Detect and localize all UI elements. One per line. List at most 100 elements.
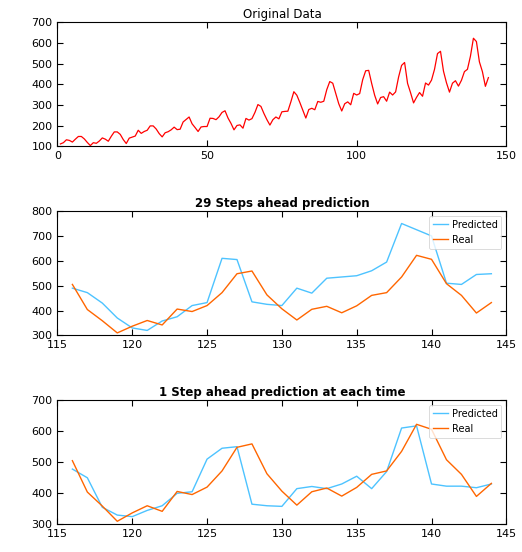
Real (473, 310, 480, 316)
Predicted (279, 302, 285, 309)
Real (84, 489, 90, 495)
Predicted (413, 226, 420, 233)
Predicted (264, 502, 270, 509)
Predicted (443, 280, 449, 286)
Predicted (384, 468, 390, 475)
Predicted (398, 220, 405, 227)
Predicted (174, 314, 180, 320)
Real (234, 444, 240, 450)
Real (384, 289, 390, 296)
Real (384, 468, 390, 474)
Real (69, 281, 76, 288)
Predicted (264, 301, 270, 307)
Real (159, 322, 165, 328)
Real (129, 509, 135, 516)
Predicted (69, 285, 76, 291)
Real (204, 302, 210, 309)
Real (204, 484, 210, 490)
Line: Predicted: Predicted (73, 426, 491, 517)
Predicted (219, 445, 225, 452)
Real (413, 252, 420, 259)
Predicted (114, 512, 121, 518)
Real (279, 305, 285, 312)
Real (339, 493, 345, 500)
Real (144, 502, 150, 509)
Predicted (488, 270, 494, 277)
Predicted (339, 481, 345, 487)
Predicted (369, 485, 375, 492)
Real (144, 317, 150, 324)
Predicted (249, 501, 255, 507)
Real (413, 421, 420, 428)
Legend: Predicted, Real: Predicted, Real (430, 405, 502, 438)
Predicted (99, 300, 105, 306)
Predicted (144, 507, 150, 514)
Real (219, 289, 225, 296)
Title: 1 Step ahead prediction at each time: 1 Step ahead prediction at each time (159, 386, 405, 399)
Real (353, 484, 360, 491)
Predicted (159, 317, 165, 324)
Predicted (204, 456, 210, 463)
Real (174, 306, 180, 312)
Predicted (129, 325, 135, 331)
Predicted (353, 273, 360, 279)
Real (443, 280, 449, 287)
Predicted (84, 289, 90, 296)
Line: Real: Real (73, 256, 491, 333)
Real (429, 426, 435, 433)
Real (429, 256, 435, 263)
Title: 29 Steps ahead prediction: 29 Steps ahead prediction (195, 197, 369, 210)
Predicted (129, 513, 135, 520)
Real (264, 470, 270, 477)
Real (339, 310, 345, 316)
Real (309, 489, 315, 495)
Predicted (219, 255, 225, 262)
Real (129, 323, 135, 330)
Line: Predicted: Predicted (73, 224, 491, 331)
Real (369, 471, 375, 477)
Real (99, 503, 105, 509)
Predicted (324, 275, 330, 282)
Predicted (429, 232, 435, 239)
Predicted (69, 466, 76, 473)
Real (294, 502, 300, 508)
Predicted (458, 281, 465, 288)
Real (398, 448, 405, 455)
Predicted (234, 256, 240, 263)
Real (159, 508, 165, 514)
Predicted (309, 290, 315, 296)
Predicted (429, 481, 435, 487)
Predicted (249, 299, 255, 305)
Real (234, 270, 240, 277)
Real (264, 291, 270, 298)
Predicted (473, 271, 480, 278)
Title: Original Data: Original Data (243, 8, 321, 21)
Real (279, 488, 285, 495)
Predicted (309, 483, 315, 490)
Predicted (204, 299, 210, 306)
Predicted (84, 475, 90, 481)
Predicted (114, 315, 121, 321)
Predicted (99, 504, 105, 511)
Predicted (413, 422, 420, 429)
Predicted (159, 502, 165, 509)
Real (294, 317, 300, 323)
Predicted (294, 485, 300, 492)
Predicted (458, 483, 465, 490)
Real (398, 274, 405, 280)
Predicted (234, 443, 240, 450)
Real (249, 440, 255, 447)
Predicted (174, 490, 180, 497)
Real (458, 292, 465, 299)
Real (249, 268, 255, 274)
Real (219, 468, 225, 474)
Real (488, 299, 494, 306)
Real (114, 330, 121, 336)
Predicted (488, 481, 494, 487)
Predicted (353, 473, 360, 480)
Predicted (443, 483, 449, 490)
Legend: Predicted, Real: Predicted, Real (430, 216, 502, 248)
Real (69, 458, 76, 464)
Real (443, 457, 449, 463)
Predicted (189, 489, 195, 495)
